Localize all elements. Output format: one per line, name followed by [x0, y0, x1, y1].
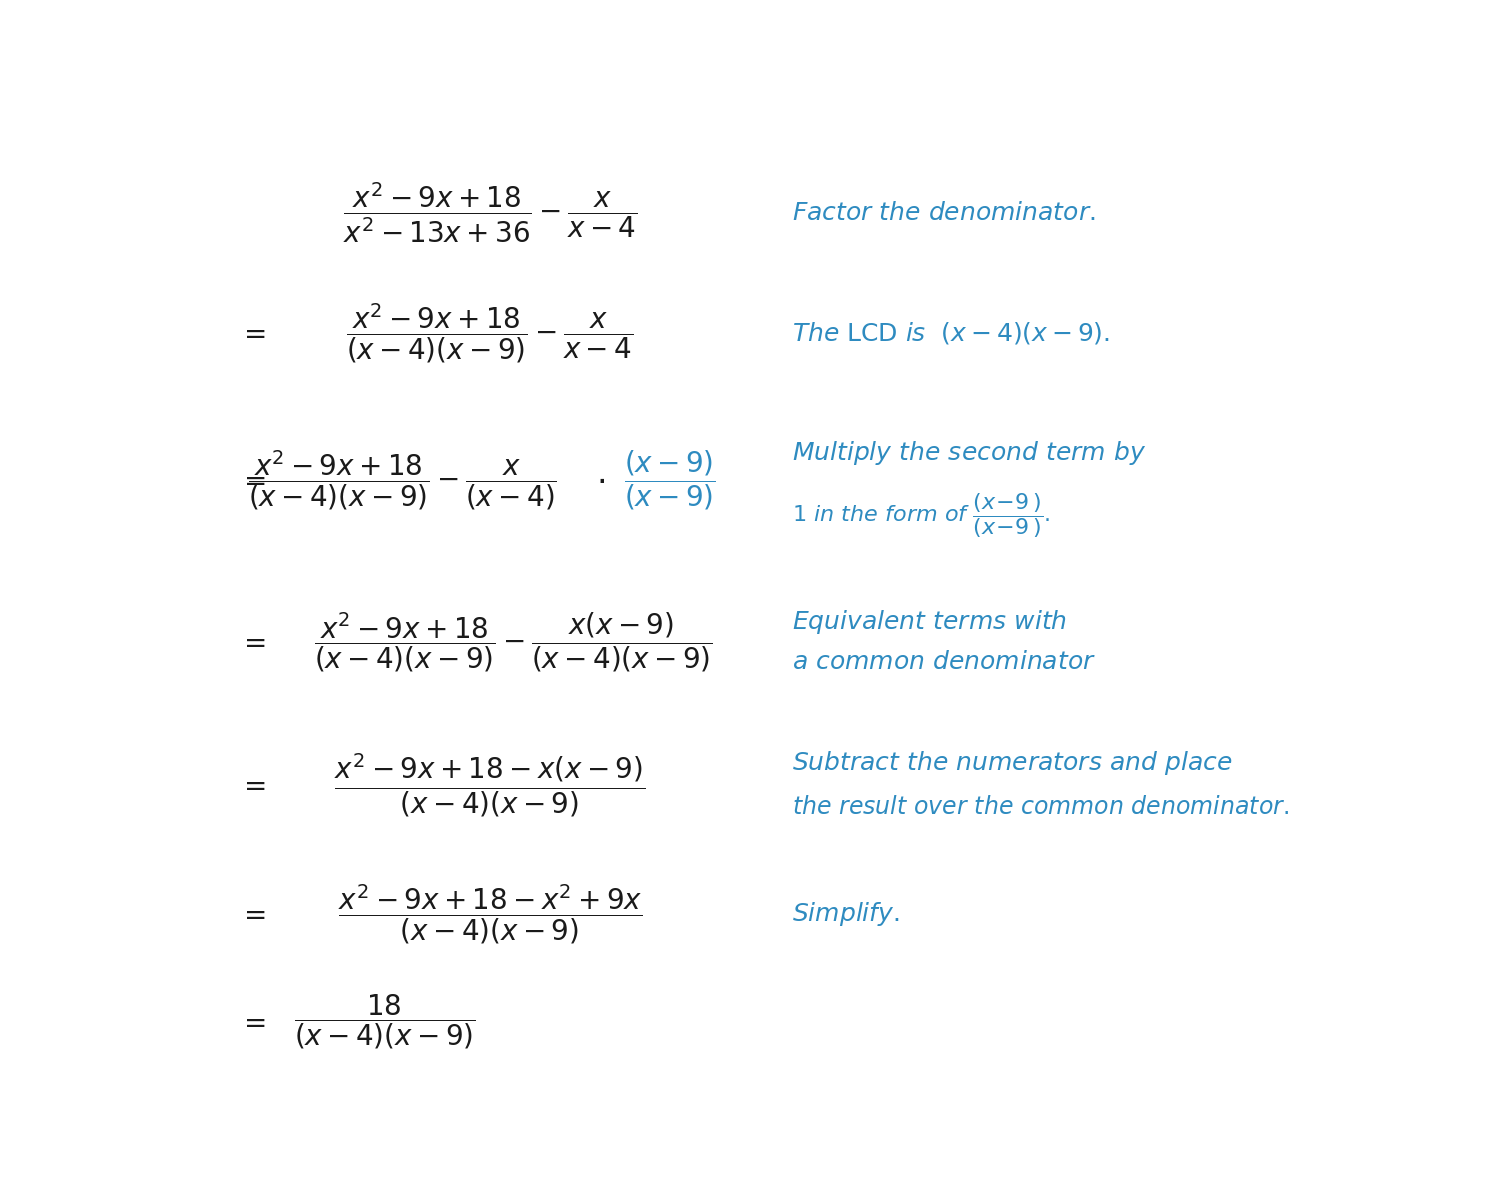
Text: $\mathit{Equivalent\ terms\ with}$: $\mathit{Equivalent\ terms\ with}$: [792, 607, 1066, 636]
Text: $\dfrac{x^2-9x+18}{x^2-13x+36}-\dfrac{x}{x-4}$: $\dfrac{x^2-9x+18}{x^2-13x+36}-\dfrac{x}…: [342, 181, 638, 246]
Text: $\mathit{Simplify.}$: $\mathit{Simplify.}$: [792, 900, 900, 928]
Text: $\dfrac{x^2-9x+18-x^2+9x}{(x-4)(x-9)}$: $\dfrac{x^2-9x+18-x^2+9x}{(x-4)(x-9)}$: [338, 882, 642, 945]
Text: $\mathit{Subtract\ the\ numerators\ and\ place}$: $\mathit{Subtract\ the\ numerators\ and\…: [792, 749, 1233, 776]
Text: $=$: $=$: [237, 319, 266, 347]
Text: $\mathit{the\ result\ over\ the\ common\ denominator.}$: $\mathit{the\ result\ over\ the\ common\…: [792, 795, 1288, 819]
Text: $=$: $=$: [237, 466, 266, 495]
Text: $=$: $=$: [237, 1008, 266, 1036]
Text: $=$: $=$: [237, 628, 266, 655]
Text: $\cdot$: $\cdot$: [596, 464, 604, 497]
Text: $\dfrac{(x-9)}{(x-9)}$: $\dfrac{(x-9)}{(x-9)}$: [624, 448, 716, 513]
Text: $=$: $=$: [237, 900, 266, 928]
Text: $\mathit{a\ common\ denominator}$: $\mathit{a\ common\ denominator}$: [792, 651, 1096, 674]
Text: $\dfrac{x^2-9x+18}{(x-4)(x-9)}-\dfrac{x}{(x-4)}$: $\dfrac{x^2-9x+18}{(x-4)(x-9)}-\dfrac{x}…: [248, 449, 556, 513]
Text: $\mathit{Multiply\ the\ second\ term\ by}$: $\mathit{Multiply\ the\ second\ term\ by…: [792, 438, 1146, 467]
Text: $=$: $=$: [237, 770, 266, 799]
Text: $\dfrac{x^2-9x+18-x(x-9)}{(x-4)(x-9)}$: $\dfrac{x^2-9x+18-x(x-9)}{(x-4)(x-9)}$: [334, 751, 645, 818]
Text: $\dfrac{x^2-9x+18}{(x-4)(x-9)}-\dfrac{x}{x-4}$: $\dfrac{x^2-9x+18}{(x-4)(x-9)}-\dfrac{x}…: [346, 301, 633, 364]
Text: $\mathit{The}$ LCD $\mathit{is}$  $(x-4)(x-9).$: $\mathit{The}$ LCD $\mathit{is}$ $(x-4)(…: [792, 320, 1110, 346]
Text: $\mathit{Factor\ the\ denominator.}$: $\mathit{Factor\ the\ denominator.}$: [792, 201, 1095, 225]
Text: $1\ \mathit{in\ the\ form\ of}\ \dfrac{(x\!-\!9\,)}{(x\!-\!9\,)}.$: $1\ \mathit{in\ the\ form\ of}\ \dfrac{(…: [792, 491, 1050, 540]
Text: $\dfrac{18}{(x-4)(x-9)}$: $\dfrac{18}{(x-4)(x-9)}$: [294, 993, 476, 1052]
Text: $\dfrac{x^2-9x+18}{(x-4)(x-9)}-\dfrac{x(x-9)}{(x-4)(x-9)}$: $\dfrac{x^2-9x+18}{(x-4)(x-9)}-\dfrac{x(…: [314, 610, 712, 673]
